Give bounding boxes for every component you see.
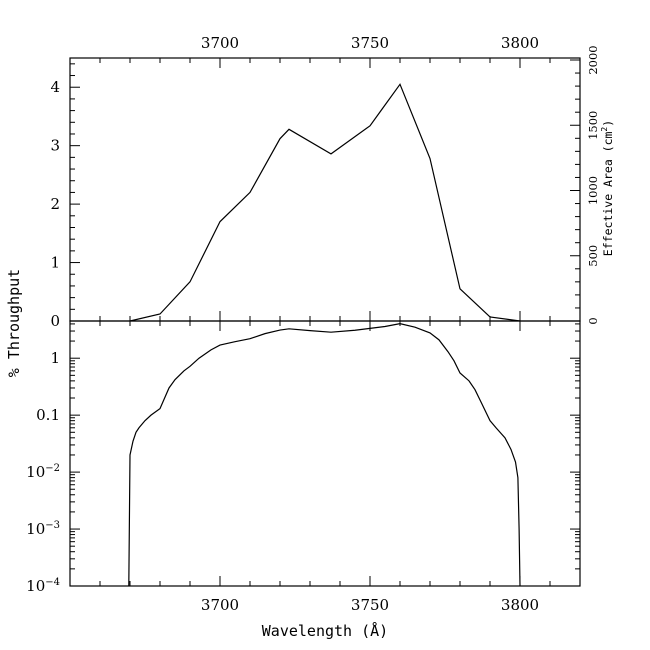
y-tick-label-exp: −4 [45,577,60,588]
x-top-tick-label: 3800 [501,34,539,52]
y-tick-label: 10−4 [26,577,60,595]
right-y-tick-label: 2000 [586,45,600,74]
right-axis-label: Effective Area (cm2) [600,120,615,256]
right-y-tick-label: 1500 [586,111,600,140]
y-tick-label: 1 [50,254,60,272]
x-top-tick-label: 3700 [201,34,239,52]
y-axis-label: % Throughput [5,269,23,377]
x-tick-label: 3750 [351,596,389,614]
right-axis-label-end: ) [601,120,615,127]
y-tick-label: 10−2 [26,463,60,481]
bottom-panel-ticks [69,321,581,587]
x-axis-label: Wavelength (Å) [262,621,388,640]
top-series-line [129,83,521,322]
tick-labels: 3700 3750 3800 3700 3750 3800 0 1 2 3 4 0 500 1000 150… [26,34,600,614]
y-tick-label: 0 [50,312,60,330]
right-y-tick-label: 1000 [586,176,600,205]
right-axis-label-sup: 2 [600,127,609,132]
right-y-tick-label: 500 [586,245,600,267]
right-axis-label-main: Effective Area (cm [601,131,615,256]
y-tick-label: 1 [50,349,60,367]
y-tick-label-base: 10 [26,520,45,538]
y-tick-label: 0.1 [36,406,60,424]
y-tick-label: 2 [50,195,60,213]
bottom-panel-frame [69,320,581,587]
y-tick-label: 10−3 [26,520,60,538]
y-tick-label: 3 [50,137,60,155]
top-panel-ticks [69,58,581,322]
y-tick-label-base: 10 [26,577,45,595]
y-tick-label-base: 0.1 [36,406,60,424]
top-panel-frame [69,57,581,322]
x-tick-label: 3800 [501,596,539,614]
x-tick-label: 3700 [201,596,239,614]
y-tick-label-base: 1 [50,349,60,367]
y-tick-label-exp: −2 [45,463,60,474]
y-tick-label: 4 [50,78,60,96]
bottom-series-line [128,322,521,587]
x-top-tick-label: 3750 [351,34,389,52]
y-tick-label-exp: −3 [45,520,60,531]
right-y-tick-label: 0 [586,317,600,324]
y-tick-label-base: 10 [26,463,45,481]
